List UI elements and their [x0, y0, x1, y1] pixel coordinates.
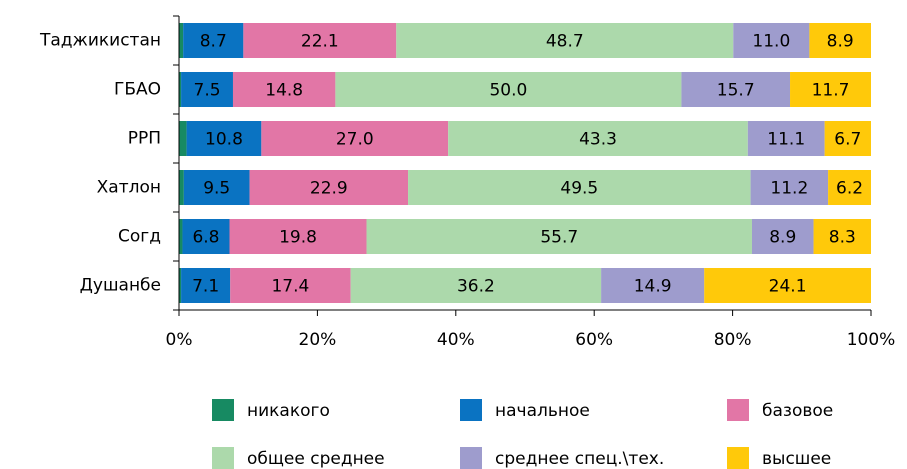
bar-segment — [601, 268, 705, 303]
data-label: 9.5 — [203, 179, 230, 199]
bar-segment — [243, 23, 397, 58]
bar-segment — [733, 23, 810, 58]
data-label: 15.7 — [717, 81, 755, 101]
bar-segment — [824, 121, 871, 156]
bar-segment — [249, 170, 409, 205]
bar-segment — [809, 23, 871, 58]
data-label: 49.5 — [560, 179, 598, 199]
data-label: 43.3 — [579, 130, 617, 150]
bar-segment — [183, 23, 244, 58]
legend-label: начальное — [495, 401, 590, 421]
legend-label: общее среднее — [247, 449, 385, 469]
data-label: 22.9 — [310, 179, 348, 199]
y-tick-label: Душанбе — [80, 276, 161, 296]
data-label: 8.9 — [769, 228, 796, 248]
bar-segment — [179, 23, 184, 58]
bar-segment — [230, 268, 351, 303]
legend-swatch — [727, 447, 749, 469]
data-label: 36.2 — [457, 277, 495, 297]
legend-swatch — [460, 399, 482, 421]
data-label: 17.4 — [271, 277, 309, 297]
bar-segment — [813, 219, 871, 254]
bar-segment — [179, 170, 184, 205]
bar-segment — [350, 268, 602, 303]
legend-swatch — [212, 399, 234, 421]
bar-segment — [179, 121, 187, 156]
data-label: 11.0 — [752, 32, 790, 52]
data-label: 48.7 — [546, 32, 584, 52]
data-label: 22.1 — [301, 32, 339, 52]
data-label: 14.8 — [265, 81, 303, 101]
data-label: 50.0 — [489, 81, 527, 101]
y-tick-label: Согд — [118, 227, 161, 247]
data-label: 8.3 — [829, 228, 856, 248]
bar-segment — [179, 268, 182, 303]
data-label: 11.1 — [767, 130, 805, 150]
bar-segment — [408, 170, 751, 205]
bar-segment — [181, 72, 233, 107]
data-label: 11.2 — [770, 179, 808, 199]
bar-segment — [229, 219, 367, 254]
legend-swatch — [212, 447, 234, 469]
legend-label: высшее — [762, 449, 831, 469]
bar-segment — [681, 72, 791, 107]
data-label: 27.0 — [336, 130, 374, 150]
bar-segment — [179, 72, 182, 107]
bar-segment — [747, 121, 825, 156]
legend-swatch — [727, 399, 749, 421]
legend-label: никакого — [247, 401, 330, 421]
data-label: 11.7 — [812, 81, 850, 101]
data-label: 7.5 — [194, 81, 221, 101]
data-label: 8.7 — [200, 32, 227, 52]
data-label: 6.2 — [836, 179, 863, 199]
bar-segment — [181, 268, 231, 303]
legend-label: базовое — [762, 401, 833, 421]
data-label: 8.9 — [827, 32, 854, 52]
data-label: 55.7 — [540, 228, 578, 248]
bar-segment — [750, 170, 829, 205]
data-label: 6.7 — [834, 130, 861, 150]
y-tick-label: РРП — [128, 129, 161, 149]
data-label: 7.1 — [192, 277, 219, 297]
x-tick-label: 80% — [714, 330, 752, 350]
legend-label: среднее спец.\тех. — [495, 449, 664, 469]
bar-segment — [335, 72, 682, 107]
bar-segment — [396, 23, 734, 58]
x-tick-label: 20% — [299, 330, 337, 350]
bar-segment — [790, 72, 871, 107]
x-tick-label: 0% — [166, 330, 193, 350]
bar-segment — [182, 219, 230, 254]
bar-segment — [704, 268, 871, 303]
data-label: 10.8 — [205, 130, 243, 150]
x-tick-label: 40% — [437, 330, 475, 350]
bar-segment — [183, 170, 250, 205]
bar-segment — [186, 121, 262, 156]
bar-segment — [261, 121, 449, 156]
data-label: 24.1 — [769, 277, 807, 297]
bar-segment — [232, 72, 336, 107]
bar-segment — [366, 219, 752, 254]
y-tick-label: Хатлон — [97, 178, 161, 198]
y-tick-label: Таджикистан — [39, 31, 161, 51]
data-label: 14.9 — [634, 277, 672, 297]
x-tick-label: 100% — [847, 330, 896, 350]
x-tick-label: 60% — [575, 330, 613, 350]
data-label: 19.8 — [279, 228, 317, 248]
bar-segment — [179, 219, 183, 254]
bar-segment — [751, 219, 814, 254]
data-label: 6.8 — [192, 228, 219, 248]
bar-segment — [448, 121, 748, 156]
bar-segment — [828, 170, 871, 205]
legend-swatch — [460, 447, 482, 469]
y-tick-label: ГБАО — [114, 80, 161, 100]
